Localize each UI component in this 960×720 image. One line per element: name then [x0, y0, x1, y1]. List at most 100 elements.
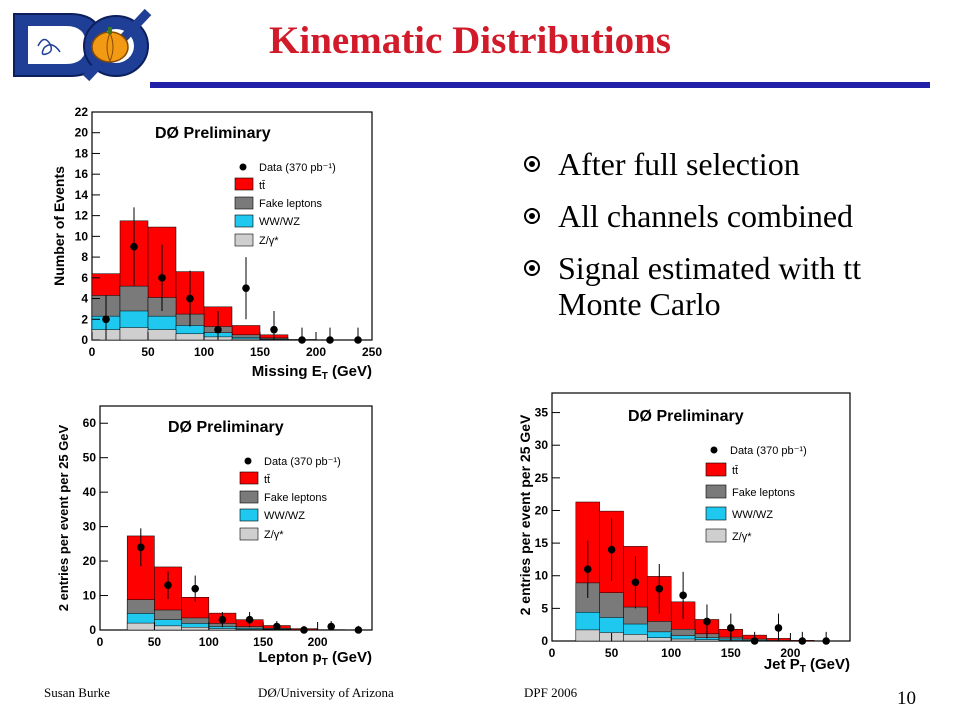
- page-number: 10: [897, 688, 916, 709]
- x-tick-label: 0: [89, 345, 96, 359]
- y-tick-label: 35: [535, 406, 549, 420]
- x-tick-label: 150: [250, 345, 270, 359]
- bar-z: [181, 626, 210, 631]
- y-tick-label: 60: [83, 416, 97, 430]
- legend-data-label: Data (370 pb⁻¹): [730, 445, 807, 457]
- data-point: [214, 325, 222, 334]
- x-tick-label: 200: [308, 635, 328, 649]
- y-tick-label: 8: [81, 250, 88, 264]
- data-point: [326, 336, 334, 344]
- data-point: [242, 284, 250, 292]
- x-tick-label: 50: [148, 635, 162, 649]
- y-tick-label: 25: [535, 471, 549, 485]
- legend-wwwz-swatch: [234, 214, 254, 228]
- legend-fake-label: Fake leptons: [264, 492, 327, 504]
- data-point: [354, 336, 362, 344]
- bullet-item: All channels combined: [522, 198, 922, 234]
- bar-z: [235, 629, 264, 631]
- legend: Data (370 pb⁻¹) tt̄ Fake leptons WW/WZ Z…: [234, 162, 336, 247]
- legend-fake-label: Fake leptons: [732, 487, 795, 499]
- data-point: [679, 591, 687, 600]
- data-point: [727, 624, 735, 632]
- legend-fake-label: Fake leptons: [259, 198, 322, 210]
- x-axis-label: Lepton pT (GeV): [258, 649, 372, 668]
- chart-jet-pt: 0 5 10 15 20 25 30 35 0 50 100 150 200 DØ Preliminar…: [517, 392, 851, 675]
- y-tick-label: 18: [75, 146, 89, 160]
- pumpkin-icon: [91, 27, 129, 63]
- y-tick-label: 10: [75, 229, 89, 243]
- y-tick-label: 30: [83, 520, 97, 534]
- bullet-text-continuation: Monte Carlo: [558, 286, 721, 322]
- legend: Data (370 pb⁻¹) tt̄ Fake leptons WW/WZ Z…: [705, 445, 807, 543]
- bar-z: [126, 622, 155, 631]
- legend-wwwz-label: WW/WZ: [264, 510, 305, 522]
- legend-ttbar-swatch: [705, 462, 727, 477]
- y-axis-label: Number of Events: [51, 166, 67, 286]
- data-point: [822, 637, 830, 645]
- legend-zgamma-swatch: [705, 528, 727, 543]
- chart-title: DØ Preliminary: [168, 419, 284, 436]
- legend-ttbar-label: tt̄: [259, 180, 265, 192]
- bar-z: [670, 638, 696, 642]
- bullet-icon: [524, 156, 540, 172]
- x-tick-label: 0: [549, 646, 556, 660]
- bar-z: [147, 329, 177, 341]
- data-point: [218, 615, 227, 624]
- data-point: [273, 622, 281, 631]
- legend-zgamma-swatch: [234, 233, 254, 247]
- bullet-item: Signal estimated with tt Monte Carlo: [522, 250, 922, 322]
- bar-z: [694, 639, 720, 642]
- footer-author: Susan Burke: [44, 685, 111, 700]
- x-tick-label: 150: [253, 635, 273, 649]
- x-tick-label: 100: [661, 646, 681, 660]
- x-tick-label: 100: [194, 345, 214, 359]
- y-tick-label: 5: [541, 601, 548, 615]
- y-tick-label: 40: [83, 485, 97, 499]
- legend-wwwz-swatch: [705, 506, 727, 521]
- legend-wwwz-label: WW/WZ: [259, 216, 300, 228]
- legend-fake-swatch: [239, 490, 259, 504]
- data-point: [164, 581, 172, 589]
- data-point: [102, 315, 110, 324]
- y-tick-label: 0: [541, 634, 548, 648]
- y-axis-label: 2 entries per event per 25 GeV: [56, 424, 71, 611]
- y-tick-label: 4: [81, 292, 88, 306]
- x-tick-label: 50: [141, 345, 155, 359]
- legend-data-label: Data (370 pb⁻¹): [259, 162, 336, 174]
- legend-zgamma-label: Z/γ*: [264, 529, 284, 541]
- legend-data-marker: [244, 457, 252, 465]
- data-point: [300, 626, 308, 634]
- data-point: [158, 274, 166, 282]
- bullet-icon: [524, 260, 540, 276]
- data-point: [583, 565, 592, 574]
- x-axis-label: Missing ET (GeV): [252, 363, 372, 382]
- chart-missing-et: 0 2 4 6 8 10 12 14 16 18 20 22 0 50 100 150 200 250 DØ Pr…: [51, 105, 382, 382]
- legend-ttbar-label: tt̄: [732, 465, 738, 477]
- y-tick-label: 0: [89, 623, 96, 637]
- legend-wwwz-label: WW/WZ: [732, 509, 773, 521]
- y-tick-label: 22: [75, 105, 89, 119]
- bullet-item: After full selection: [522, 146, 922, 182]
- bullet-text: All channels combined: [558, 198, 854, 234]
- y-tick-label: 0: [81, 333, 88, 347]
- legend-wwwz-swatch: [239, 508, 259, 522]
- x-tick-label: 150: [721, 646, 741, 660]
- y-tick-label: 2: [81, 312, 88, 326]
- x-axis-label: Jet PT (GeV): [764, 656, 850, 675]
- y-tick-label: 16: [75, 167, 89, 181]
- data-point: [298, 336, 306, 344]
- x-tick-label: 200: [780, 646, 800, 660]
- y-tick-label: 20: [83, 554, 97, 568]
- data-point: [327, 622, 336, 631]
- data-point: [191, 584, 199, 593]
- data-point: [130, 242, 138, 251]
- legend-fake-swatch: [705, 484, 727, 499]
- x-tick-label: 100: [199, 635, 219, 649]
- bar-z: [208, 628, 237, 631]
- chart-title: DØ Preliminary: [628, 408, 744, 425]
- signature-scribble-icon: [37, 38, 61, 56]
- legend-ttbar-swatch: [234, 177, 254, 191]
- bullet-icon: [524, 208, 540, 224]
- d0-logo: [13, 8, 152, 82]
- data-point: [186, 294, 194, 303]
